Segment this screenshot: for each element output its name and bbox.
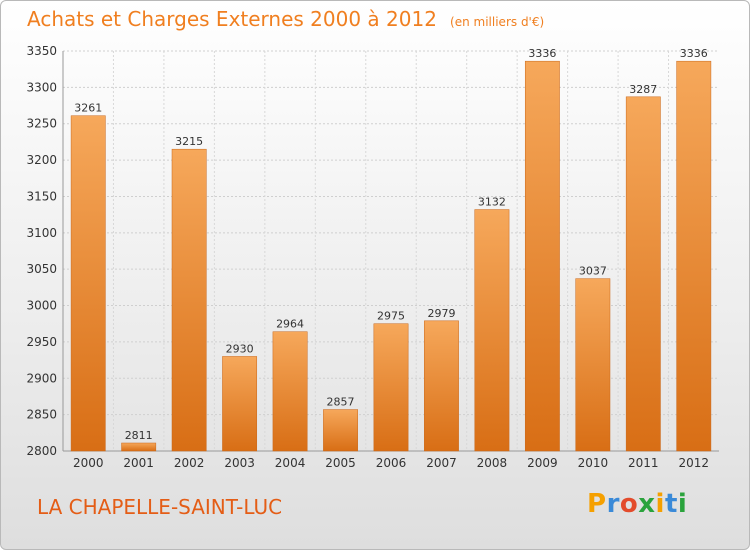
y-tick-label: 2850 — [26, 408, 57, 422]
logo-letter: t — [664, 489, 678, 519]
value-label: 2964 — [276, 318, 304, 331]
proxiti-logo[interactable]: Proxiti — [587, 489, 687, 519]
value-label: 3261 — [74, 102, 102, 115]
place-name: LA CHAPELLE-SAINT-LUC — [37, 495, 283, 519]
y-tick-label: 3000 — [26, 299, 57, 313]
y-tick-label: 3300 — [26, 80, 57, 94]
bar-2010[interactable] — [575, 278, 611, 452]
value-label: 2975 — [377, 310, 405, 323]
x-tick-label: 2007 — [426, 456, 457, 470]
y-tick-label: 3050 — [26, 262, 57, 276]
value-label: 2979 — [427, 307, 455, 320]
bar-2000[interactable] — [70, 115, 106, 452]
value-label: 3037 — [579, 265, 607, 278]
bar-2001[interactable] — [121, 442, 157, 452]
x-tick-label: 2003 — [224, 456, 255, 470]
axis-layer: 2800 2850 2900 2950 3000 3050 3100 3150 3200 3250… — [26, 44, 719, 470]
bar-2012[interactable] — [676, 60, 712, 452]
x-tick-label: 2012 — [678, 456, 709, 470]
chart-title: Achats et Charges Externes 2000 à 2012 — [27, 7, 437, 31]
value-label: 2811 — [125, 429, 153, 442]
bar-2011[interactable] — [625, 96, 661, 452]
y-tick-label: 3100 — [26, 226, 57, 240]
bar-2007[interactable] — [424, 320, 459, 452]
y-tick-label: 3250 — [26, 117, 57, 131]
x-tick-label: 2006 — [376, 456, 407, 470]
x-tick-label: 2000 — [73, 456, 104, 470]
logo-letter: i — [677, 489, 688, 519]
value-label: 3336 — [680, 47, 708, 60]
logo-letter: i — [655, 489, 665, 519]
y-tick-label: 3200 — [26, 153, 57, 167]
bar-2005[interactable] — [323, 409, 358, 452]
x-tick-label: 2009 — [527, 456, 558, 470]
y-tick-label: 2800 — [26, 444, 57, 458]
y-tick-label: 2950 — [26, 335, 57, 349]
x-tick-label: 2008 — [477, 456, 508, 470]
value-label: 2857 — [327, 396, 355, 409]
y-tick-label: 3150 — [26, 189, 57, 203]
y-tick-label: 2900 — [26, 371, 57, 385]
bar-2006[interactable] — [373, 323, 409, 452]
x-tick-label: 2002 — [174, 456, 205, 470]
bar-2002[interactable] — [171, 148, 207, 452]
bar-layer — [70, 60, 712, 452]
bar-2008[interactable] — [474, 209, 510, 452]
title-row: Achats et Charges Externes 2000 à 2012 (… — [27, 7, 544, 31]
logo-letter: r — [606, 489, 620, 519]
x-tick-label: 2011 — [628, 456, 659, 470]
chart-unit: (en milliers d'€) — [450, 15, 545, 29]
x-tick-label: 2001 — [123, 456, 154, 470]
label-layer: 3261 2811 3215 2930 2964 2857 2975 2979 3132 3336… — [74, 47, 708, 442]
x-tick-label: 2004 — [275, 456, 306, 470]
bar-2003[interactable] — [222, 356, 258, 452]
y-tick-label: 3350 — [26, 44, 57, 58]
bar-2009[interactable] — [524, 60, 560, 452]
value-label: 3287 — [629, 83, 657, 96]
value-label: 3132 — [478, 196, 506, 209]
value-label: 3215 — [175, 135, 203, 148]
value-label: 3336 — [528, 47, 556, 60]
logo-letter: x — [638, 489, 656, 519]
value-label: 2930 — [226, 342, 254, 355]
x-tick-label: 2005 — [325, 456, 356, 470]
bar-2004[interactable] — [272, 331, 308, 452]
logo-letter: o — [619, 489, 639, 519]
x-tick-label: 2010 — [578, 456, 609, 470]
logo-letter: P — [587, 489, 607, 519]
